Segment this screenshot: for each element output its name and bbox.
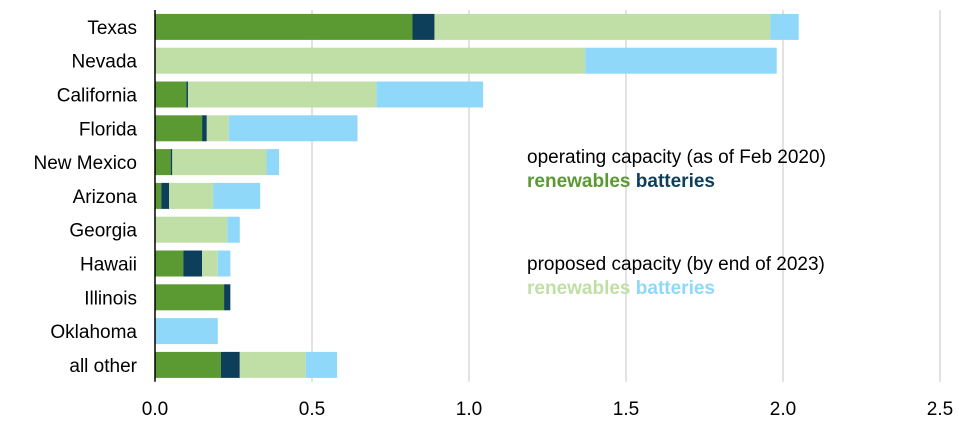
bar-proposed-batteries bbox=[155, 318, 218, 345]
x-tick-labels: 0.0 0.5 1.0 1.5 2.0 2.5 bbox=[142, 399, 953, 420]
bar-proposed-renewables bbox=[206, 115, 229, 142]
category-label: Georgia bbox=[69, 221, 137, 242]
bar-operating-batteries bbox=[224, 284, 231, 311]
category-label: Arizona bbox=[73, 187, 138, 208]
bar-proposed-batteries bbox=[228, 115, 358, 142]
category-label: all other bbox=[69, 356, 137, 377]
bar-series bbox=[155, 13, 799, 378]
bar-proposed-renewables bbox=[172, 149, 267, 176]
bar-operating-batteries bbox=[183, 250, 203, 277]
bar-proposed-renewables bbox=[155, 47, 586, 74]
bar-operating-batteries bbox=[186, 81, 188, 108]
bar-operating-renewables bbox=[155, 351, 221, 378]
bar-operating-renewables bbox=[155, 149, 171, 176]
legend-proposed-series: renewables batteries bbox=[527, 277, 825, 301]
legend-operating-title: operating capacity (as of Feb 2020) bbox=[527, 147, 826, 168]
x-tick-label: 1.5 bbox=[613, 399, 639, 420]
bar-operating-renewables bbox=[155, 182, 162, 209]
legend-operating-batteries: batteries bbox=[635, 171, 715, 192]
bar-operating-renewables bbox=[155, 250, 184, 277]
bar-proposed-renewables bbox=[155, 216, 228, 243]
x-tick-label: 2.0 bbox=[770, 399, 796, 420]
legend-proposed-renewables: renewables bbox=[527, 278, 631, 299]
bar-proposed-batteries bbox=[770, 13, 799, 40]
legend-operating: operating capacity (as of Feb 2020) rene… bbox=[527, 146, 826, 194]
category-label: Oklahoma bbox=[50, 322, 137, 343]
legend-operating-renewables: renewables bbox=[527, 171, 631, 192]
category-label: California bbox=[57, 86, 138, 107]
bar-operating-renewables bbox=[155, 13, 413, 40]
bar-proposed-renewables bbox=[434, 13, 771, 40]
x-tick-label: 0.0 bbox=[142, 399, 168, 420]
bar-operating-renewables bbox=[155, 115, 203, 142]
bar-operating-batteries bbox=[202, 115, 207, 142]
bar-operating-batteries bbox=[412, 13, 435, 40]
legend-proposed: proposed capacity (by end of 2023) renew… bbox=[527, 253, 825, 301]
bar-operating-batteries bbox=[220, 351, 240, 378]
bar-operating-renewables bbox=[155, 81, 187, 108]
bar-proposed-batteries bbox=[266, 149, 280, 176]
bar-proposed-renewables bbox=[202, 250, 218, 277]
x-tick-label: 0.5 bbox=[299, 399, 325, 420]
category-label: Florida bbox=[79, 119, 138, 140]
bar-proposed-batteries bbox=[376, 81, 484, 108]
category-label: Texas bbox=[87, 18, 137, 39]
category-labels: Texas Nevada California Florida New Mexico Ar… bbox=[34, 18, 138, 377]
bar-proposed-batteries bbox=[585, 47, 777, 74]
bar-proposed-renewables bbox=[239, 351, 306, 378]
bar-proposed-batteries bbox=[227, 216, 240, 243]
bar-proposed-renewables bbox=[187, 81, 377, 108]
bar-operating-batteries bbox=[161, 182, 170, 209]
bar-operating-batteries bbox=[170, 149, 173, 176]
bar-proposed-batteries bbox=[217, 250, 231, 277]
bar-proposed-batteries bbox=[305, 351, 338, 378]
x-tick-label: 2.5 bbox=[927, 399, 953, 420]
category-label: Hawaii bbox=[80, 255, 137, 276]
category-label: Illinois bbox=[84, 288, 137, 309]
bar-proposed-renewables bbox=[169, 182, 214, 209]
category-label: Nevada bbox=[72, 52, 138, 73]
legend-proposed-batteries: batteries bbox=[635, 278, 715, 299]
category-label: New Mexico bbox=[34, 153, 137, 174]
x-tick-label: 1.0 bbox=[456, 399, 482, 420]
bar-operating-renewables bbox=[155, 284, 225, 311]
legend-operating-series: renewables batteries bbox=[527, 170, 826, 194]
bar-proposed-batteries bbox=[213, 182, 261, 209]
legend-proposed-title: proposed capacity (by end of 2023) bbox=[527, 254, 825, 275]
